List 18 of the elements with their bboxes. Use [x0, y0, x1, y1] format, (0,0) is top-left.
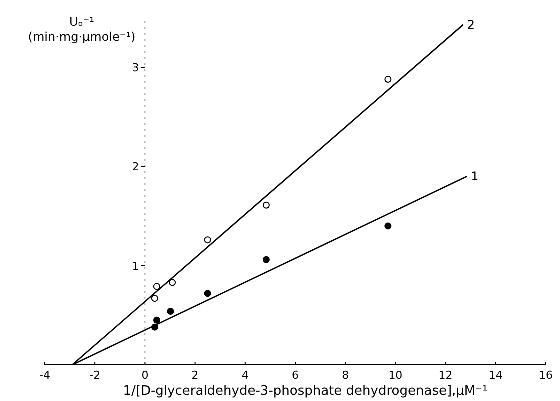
x-tick-label: 16 — [539, 369, 553, 382]
x-tick-label: 6 — [292, 369, 299, 382]
x-tick-label: 8 — [342, 369, 350, 382]
series-label: 2 — [467, 18, 475, 32]
series-label: 1 — [471, 170, 479, 184]
x-tick-label: 12 — [438, 369, 453, 382]
x-tick-label: -4 — [40, 369, 50, 382]
x-tick-label: 0 — [142, 369, 149, 382]
x-tick-label: 10 — [388, 369, 403, 382]
y-tick-label: 3 — [132, 62, 140, 75]
x-axis-title: 1/[D-glyceraldehyde-3-phosphate dehydrogenase],µM⁻¹ — [123, 384, 488, 399]
y-tick-label: 1 — [132, 260, 140, 273]
x-tick-label: -2 — [90, 369, 101, 382]
y-tick-label: 2 — [132, 160, 140, 174]
x-tick-label: 4 — [242, 369, 249, 382]
x-tick-label: 14 — [488, 369, 503, 382]
y-axis-title: Uₒ⁻¹ (min·mg·µmole⁻¹) — [28, 15, 136, 44]
x-tick-label: 2 — [192, 369, 199, 382]
